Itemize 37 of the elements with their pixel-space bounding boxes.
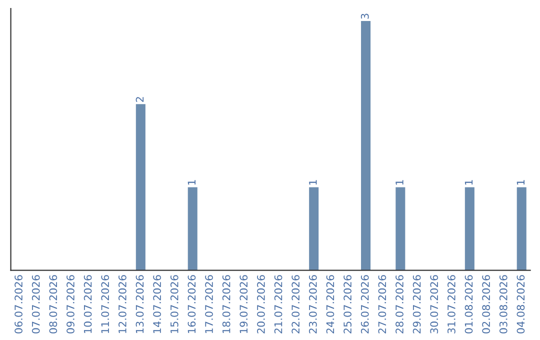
x-tick-label: 19.07.2026 [240, 275, 248, 333]
x-tick-label: 22.07.2026 [292, 275, 300, 334]
x-tick-label: 13.07.2026 [136, 275, 144, 333]
x-tick-label: 12.07.2026 [118, 275, 126, 333]
x-tick-label: 29.07.2026 [412, 275, 421, 334]
x-tick-label: 30.07.2026 [430, 275, 438, 334]
data-label: 3 [360, 14, 369, 19]
x-tick-label: 28.07.2026 [396, 275, 404, 334]
x-tick-label: 31.07.2026 [448, 275, 456, 334]
data-label: 1 [516, 180, 524, 185]
x-tick-label: 23.07.2026 [308, 275, 317, 334]
x-tick-label: 03.08.2026 [499, 275, 508, 334]
x-tick-label: 24.07.2026 [326, 275, 334, 334]
x-tick-label: 10.07.2026 [84, 275, 92, 333]
x-tick-label: 09.07.2026 [66, 275, 74, 334]
x-tick-label: 15.07.2026 [170, 275, 178, 333]
x-tick-label: 17.07.2026 [205, 275, 213, 333]
data-label: 1 [188, 180, 196, 185]
x-tick-label: 26.07.2026 [360, 275, 369, 334]
x-tick-label: 01.08.2026 [464, 275, 473, 334]
x-tick-label: 16.07.2026 [188, 275, 196, 333]
x-tick-label: 25.07.2026 [344, 275, 352, 334]
x-tick-label: 04.08.2026 [516, 275, 525, 334]
x-tick-label: 14.07.2026 [153, 275, 162, 333]
x-tick-label: 07.07.2026 [32, 275, 40, 334]
x-tick-label: 21.07.2026 [274, 275, 282, 334]
x-tick-label: 18.07.2026 [222, 275, 230, 333]
x-tick-label: 27.07.2026 [378, 275, 386, 334]
data-label: 1 [309, 180, 317, 185]
data-label: 2 [136, 97, 144, 102]
data-label: 1 [464, 180, 473, 185]
x-tick-label: 06.07.2026 [14, 275, 22, 334]
x-tick-label: 11.07.2026 [101, 275, 110, 333]
x-tick-label: 08.07.2026 [49, 275, 58, 334]
x-tick-label: 20.07.2026 [257, 275, 265, 334]
x-tick-label: 02.08.2026 [482, 275, 490, 334]
data-label: 1 [396, 180, 404, 185]
